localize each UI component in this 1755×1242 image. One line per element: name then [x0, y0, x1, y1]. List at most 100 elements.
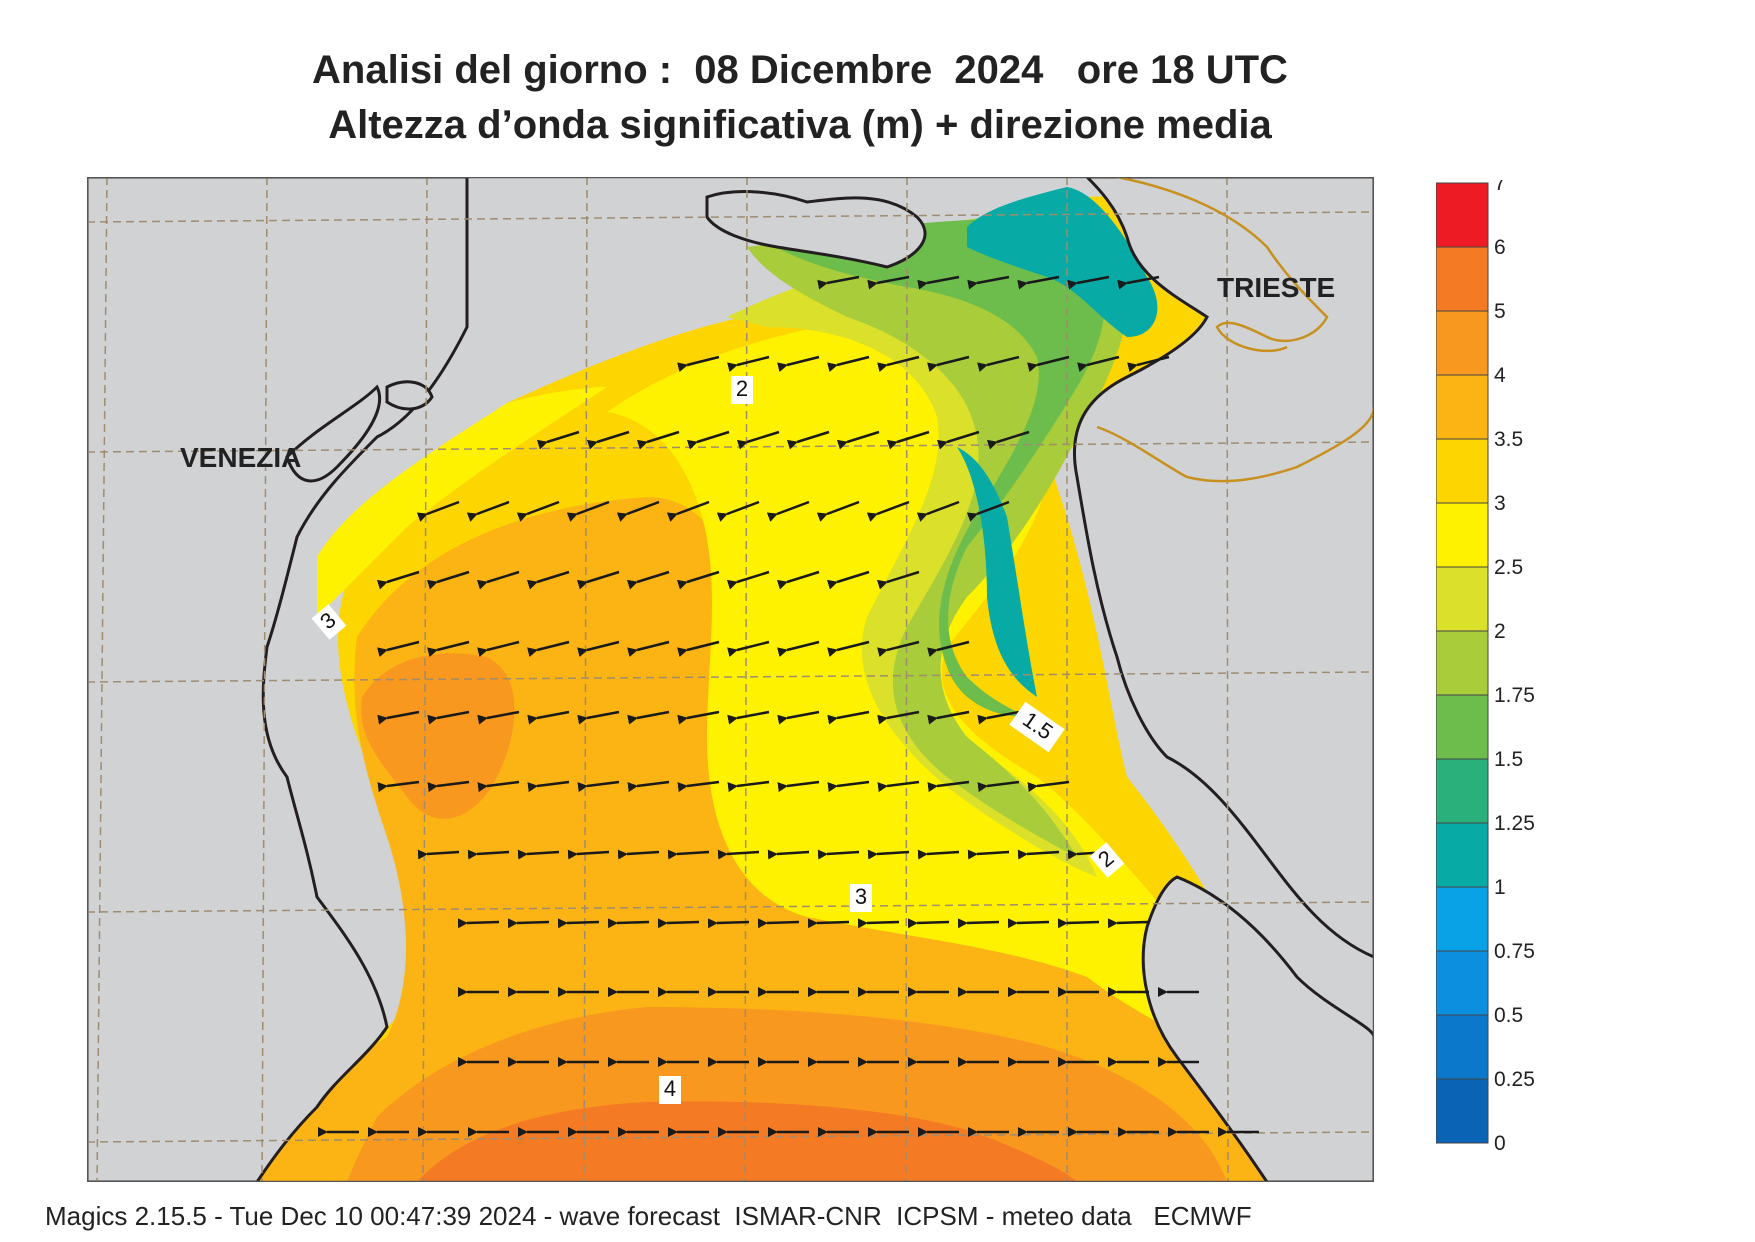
wave-direction-arrow	[377, 710, 420, 725]
wave-direction-arrow	[677, 710, 720, 725]
wave-direction-arrow	[686, 430, 730, 450]
wave-direction-arrow	[457, 918, 500, 929]
wave-direction-arrow	[616, 500, 660, 522]
wave-height-map: 2 3 1.5 2 3 4 VENEZIA TRIESTE	[87, 177, 1374, 1182]
legend-bin	[1436, 310, 1489, 376]
wave-direction-arrow	[957, 918, 1000, 929]
wave-direction-arrow	[516, 500, 560, 522]
wave-direction-arrow	[527, 780, 570, 793]
wave-direction-arrow	[917, 849, 960, 860]
legend-tick-label: 3.5	[1494, 428, 1523, 451]
wave-direction-arrow	[967, 275, 1010, 290]
wave-direction-arrow	[777, 355, 820, 373]
contour-label-2-north: 2	[736, 376, 748, 401]
wave-direction-arrow	[1057, 918, 1100, 929]
legend-bin	[1436, 1014, 1489, 1080]
wave-direction-arrow	[776, 570, 820, 590]
wave-direction-arrow	[1027, 355, 1070, 373]
wave-direction-arrow	[836, 430, 880, 450]
legend-tick-label: 1.75	[1494, 684, 1535, 707]
wave-direction-arrow	[507, 918, 550, 929]
wave-direction-arrow	[476, 570, 520, 590]
wave-direction-arrow	[477, 640, 520, 658]
band-2.5-3-west	[317, 387, 607, 617]
wave-direction-arrow	[977, 710, 1020, 725]
wave-direction-arrow	[917, 275, 960, 290]
wave-direction-arrow	[1017, 275, 1060, 290]
wave-direction-arrow	[877, 640, 920, 658]
grado-lagoon	[705, 190, 927, 269]
wave-direction-arrow	[1067, 275, 1110, 290]
wave-direction-arrow	[677, 640, 720, 658]
croatia-coast-south	[1141, 875, 1374, 1182]
wave-direction-arrow	[786, 430, 830, 450]
wave-direction-arrow	[877, 355, 920, 373]
wave-direction-arrow	[877, 710, 920, 725]
wave-direction-arrow	[1007, 918, 1050, 929]
legend-bin	[1436, 1078, 1489, 1144]
wave-direction-arrow	[727, 640, 770, 658]
wave-direction-arrow	[726, 570, 770, 590]
legend-tick-label: 1.5	[1494, 748, 1523, 771]
wave-direction-arrow	[607, 918, 650, 929]
wave-direction-arrow	[427, 780, 470, 793]
legend-bin	[1436, 566, 1489, 632]
contour-label-3-center: 3	[855, 884, 867, 909]
legend-bin	[1436, 246, 1489, 312]
wave-direction-arrow	[777, 640, 820, 658]
legend-tick-label: 5	[1494, 300, 1506, 323]
legend-tick-label: 1	[1494, 876, 1506, 899]
wave-direction-arrow	[907, 918, 950, 929]
wave-direction-arrow	[416, 500, 460, 522]
wave-direction-arrow	[927, 640, 970, 658]
wave-direction-arrow	[417, 849, 460, 860]
graticule	[87, 177, 1374, 1182]
legend-tick-label: 3	[1494, 492, 1506, 515]
legend-tick-label: 2.5	[1494, 556, 1523, 579]
wave-direction-arrow	[1127, 355, 1170, 373]
wave-direction-arrow	[426, 570, 470, 590]
legend-bin	[1436, 886, 1489, 952]
legend-bin	[1436, 438, 1489, 504]
wave-height-field	[247, 187, 1374, 1182]
wave-direction-arrow	[857, 918, 900, 929]
map-frame	[87, 177, 1374, 1182]
map-title: Analisi del giorno : 08 Dicembre 2024 or…	[312, 48, 1288, 92]
wave-direction-arrow	[936, 430, 980, 450]
wave-direction-arrow	[526, 570, 570, 590]
wave-direction-arrow	[827, 710, 870, 725]
wave-direction-arrow	[827, 355, 870, 373]
wave-direction-arrow	[876, 570, 920, 590]
wave-direction-arrow	[577, 780, 620, 793]
wave-direction-arrow	[1077, 355, 1120, 373]
wave-direction-arrow	[536, 430, 580, 450]
legend-bin	[1436, 374, 1489, 440]
legend-bin	[1436, 630, 1489, 696]
wave-direction-arrow	[427, 640, 470, 658]
wave-direction-arrow	[1107, 918, 1150, 929]
wave-direction-arrow	[717, 849, 760, 860]
wave-direction-arrow	[627, 640, 670, 658]
wave-direction-arrow	[666, 500, 710, 522]
legend-tick-label: 0	[1494, 1132, 1506, 1155]
italian-coast-west	[87, 177, 469, 1182]
wave-direction-arrow	[1017, 849, 1060, 860]
legend-bin	[1436, 502, 1489, 568]
wave-direction-arrow	[816, 500, 860, 522]
wave-direction-arrow	[757, 918, 800, 929]
wave-direction-arrow	[766, 500, 810, 522]
wave-direction-arrow	[727, 710, 770, 725]
wave-direction-arrow	[586, 430, 630, 450]
coastline	[87, 177, 1374, 1182]
band-1-1.25-north	[967, 187, 1158, 337]
legend-tick-label: 7	[1494, 180, 1506, 195]
trieste-coast	[1072, 177, 1374, 959]
legend-tick-label: 1.25	[1494, 812, 1535, 835]
wave-direction-arrow	[677, 355, 720, 373]
band-2.5-3-east	[607, 317, 1287, 1077]
wave-direction-arrow	[467, 849, 510, 860]
wave-direction-arrow	[636, 430, 680, 450]
wave-direction-arrow	[877, 780, 920, 793]
legend-bin	[1436, 182, 1489, 248]
wave-direction-arrow	[566, 500, 610, 522]
